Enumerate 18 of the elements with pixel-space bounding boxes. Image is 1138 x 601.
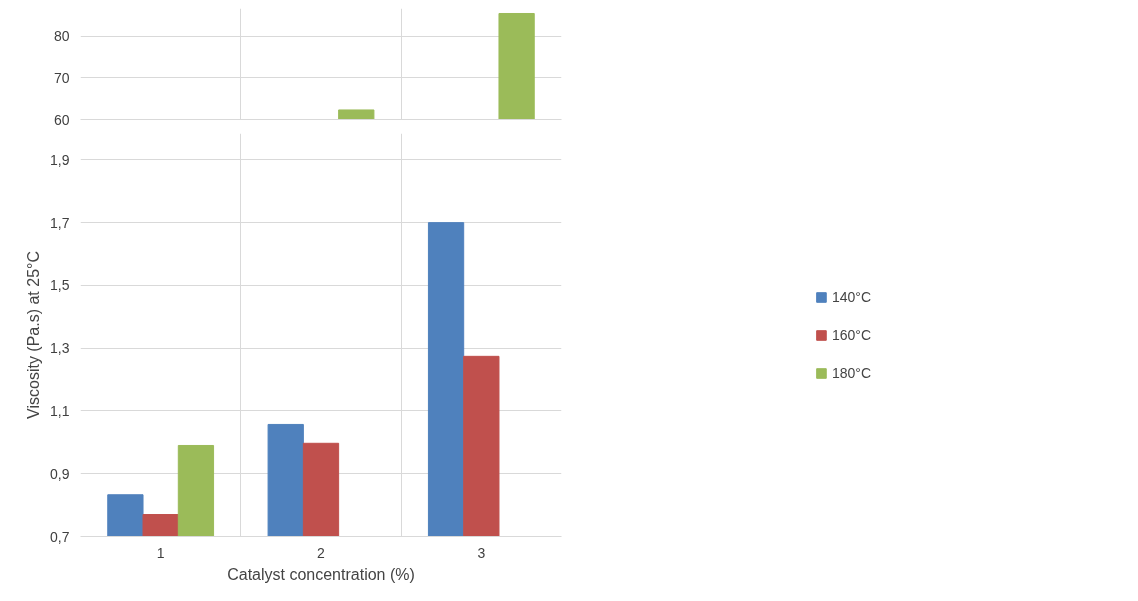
y-tick-label: 0,7 — [50, 528, 70, 545]
y-axis-title: Viscosity (Pa.s) at 25°C — [25, 251, 43, 419]
y-tick-label: 1,9 — [50, 151, 70, 168]
y-tick-label: 1,3 — [50, 340, 70, 357]
legend-label: 160°C — [831, 326, 872, 343]
y-tick-label: 1,5 — [50, 277, 70, 294]
x-tick-label: 3 — [477, 544, 486, 561]
legend-label: 180°C — [831, 364, 872, 381]
legend-label: 140°C — [831, 288, 872, 305]
y-tick-label: 60 — [53, 111, 70, 128]
x-tick-label: 1 — [156, 544, 165, 561]
y-tick-label: 70 — [53, 69, 70, 86]
y-tick-label: 1,7 — [50, 214, 70, 231]
y-tick-label: 1,1 — [50, 402, 70, 419]
y-tick-label: 80 — [53, 28, 70, 45]
y-tick-label: 0,9 — [50, 465, 70, 482]
x-axis-title: Catalyst concentration (%) — [227, 565, 415, 583]
x-tick-label: 2 — [317, 544, 326, 561]
